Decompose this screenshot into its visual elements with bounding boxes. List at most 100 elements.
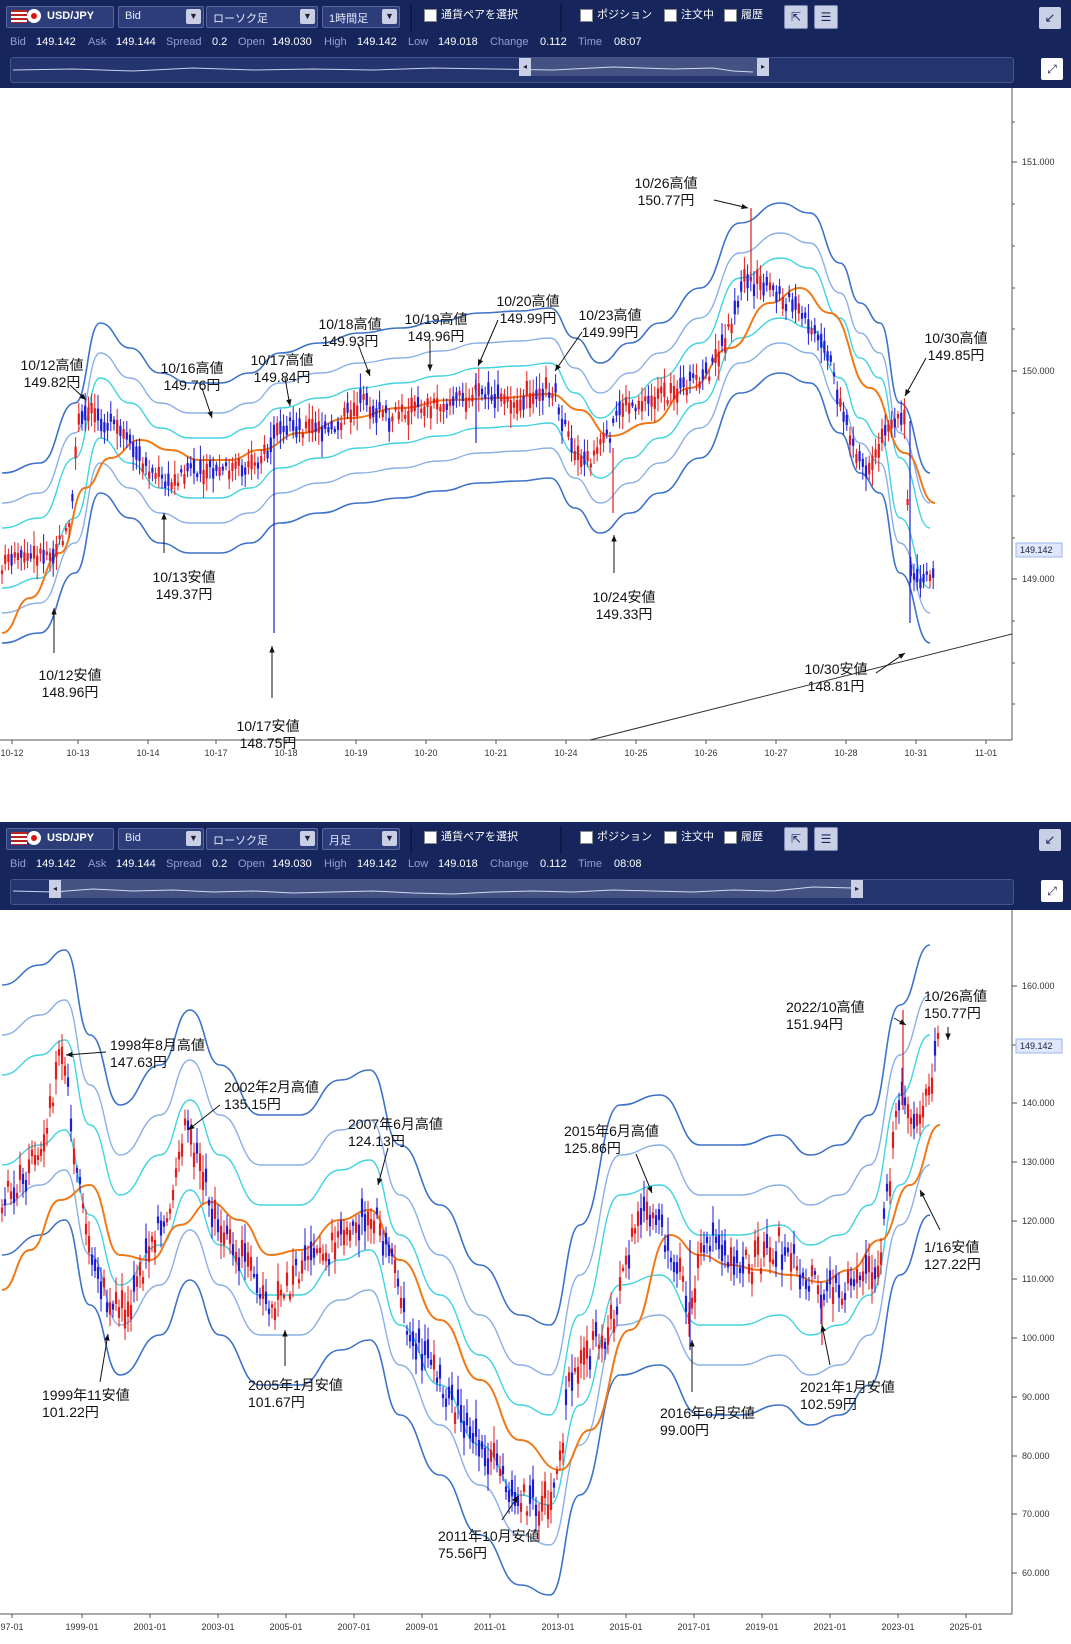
history-checkbox[interactable]	[724, 8, 737, 22]
timeframe-select[interactable]: 1時間足 ▼	[322, 6, 400, 28]
candle-body	[210, 1208, 214, 1227]
annotation-title: 10/12高値	[20, 357, 83, 373]
bid-label: Bid	[10, 858, 26, 870]
candle-body	[774, 1251, 778, 1267]
chart-navigator[interactable]: ◂ ▸	[10, 879, 1014, 905]
chart-type-select[interactable]: ローソク足 ▼	[206, 828, 318, 850]
candle-body	[798, 1274, 802, 1290]
ask-label: Ask	[88, 36, 107, 48]
annotation-title: 10/17安値	[236, 718, 299, 734]
chart-navigator[interactable]: ◂ ▸	[10, 57, 1014, 83]
orders-toggle[interactable]: 注文中	[664, 6, 714, 26]
select-pair-checkbox[interactable]	[424, 830, 437, 844]
candle-body	[0, 1207, 4, 1214]
low-label: Low	[408, 36, 429, 48]
candle-body	[573, 1367, 577, 1372]
candle-body	[400, 404, 404, 412]
navigator-right-handle[interactable]: ▸	[851, 880, 863, 898]
candle-body	[893, 418, 896, 428]
candle-body	[256, 462, 260, 469]
candle-body	[260, 456, 263, 464]
candle-body	[768, 282, 772, 291]
annotation-arrow	[554, 331, 583, 372]
high-value: 149.142	[357, 858, 397, 870]
candle-body	[621, 402, 624, 417]
candle-body	[39, 548, 42, 554]
position-checkbox[interactable]	[580, 8, 593, 22]
price-type-select[interactable]: Bid ▼	[118, 6, 204, 28]
orders-checkbox[interactable]	[664, 830, 677, 844]
candle-body	[162, 1221, 166, 1227]
position-checkbox[interactable]	[580, 830, 593, 844]
candle-body	[15, 1192, 19, 1199]
position-toggle[interactable]: ポジション	[580, 6, 652, 26]
expand-icon[interactable]: ⤢	[1041, 58, 1063, 80]
candle-body	[228, 470, 231, 480]
candle-body	[215, 464, 218, 472]
chart-tool-icon[interactable]: ⇱	[784, 5, 808, 29]
candle-body	[375, 408, 378, 423]
candle-body	[804, 312, 807, 319]
candle-body	[561, 1442, 565, 1454]
currency-pair-selector[interactable]: USD/JPY	[6, 6, 114, 28]
annotation-arrowhead	[898, 653, 905, 659]
candle-body	[685, 389, 688, 396]
chart-tool-icon[interactable]: ⇱	[784, 827, 808, 851]
history-toggle[interactable]: 履歴	[724, 6, 763, 26]
candle-body	[669, 1257, 673, 1263]
candle-body	[351, 1221, 355, 1226]
price-stats: Bid 149.142 Ask 149.144 Spread 0.2 Open …	[0, 34, 1071, 52]
candle-body	[102, 1277, 106, 1288]
candle-body	[819, 1294, 823, 1309]
orders-checkbox[interactable]	[664, 8, 677, 22]
chart-settings-icon[interactable]: ☰	[814, 827, 838, 851]
candle-body	[535, 389, 538, 400]
candle-body	[240, 465, 244, 477]
candle-body	[509, 400, 512, 414]
candle-body	[324, 1252, 328, 1262]
navigator-window[interactable]	[519, 58, 769, 76]
navigator-right-handle[interactable]: ▸	[757, 58, 769, 76]
candle-body	[877, 443, 880, 458]
chart-type-select[interactable]: ローソク足 ▼	[206, 6, 318, 28]
collapse-arrow-icon[interactable]: ↙	[1039, 829, 1061, 851]
candle-body	[927, 1086, 931, 1096]
candle-body	[27, 1159, 31, 1174]
ask-value: 149.144	[116, 36, 156, 48]
expand-icon[interactable]: ⤢	[1041, 880, 1063, 902]
annotation-title: 10/30高値	[924, 330, 987, 346]
candle-body	[221, 466, 224, 471]
select-pair-toggle[interactable]: 通貨ペアを選択	[424, 6, 518, 26]
navigator-window[interactable]	[49, 880, 853, 898]
position-toggle[interactable]: ポジション	[580, 828, 652, 848]
candle-body	[564, 419, 567, 425]
history-toggle[interactable]: 履歴	[724, 828, 763, 848]
monthly-candlestick-chart[interactable]: 160.000150.000140.000130.000120.000110.0…	[0, 910, 1071, 1644]
candle-body	[592, 450, 596, 456]
timeframe-select[interactable]: 月足 ▼	[322, 828, 400, 850]
annotation-title: 2005年1月安値	[248, 1377, 343, 1393]
candle-body	[480, 1441, 484, 1450]
price-type-select[interactable]: Bid ▼	[118, 828, 204, 850]
candle-body	[544, 377, 548, 389]
currency-pair-selector[interactable]: USD/JPY	[6, 828, 114, 850]
hourly-candlestick-chart[interactable]: 151.000 150.000 149.000 10-12 10-13 10-14 10-1…	[0, 88, 1071, 822]
navigator-left-handle[interactable]: ◂	[49, 880, 61, 898]
candle-body	[216, 1219, 220, 1233]
navigator-left-handle[interactable]: ◂	[519, 58, 531, 76]
collapse-arrow-icon[interactable]: ↙	[1039, 7, 1061, 29]
chart-settings-icon[interactable]: ☰	[814, 5, 838, 29]
orders-toggle[interactable]: 注文中	[664, 828, 714, 848]
select-pair-checkbox[interactable]	[424, 8, 437, 22]
candle-body	[741, 1256, 745, 1274]
annotation-arrow	[904, 357, 927, 397]
candle-body	[39, 1149, 43, 1156]
candle-body	[282, 1295, 286, 1299]
select-pair-toggle[interactable]: 通貨ペアを選択	[424, 828, 518, 848]
candle-body	[874, 449, 877, 458]
history-checkbox[interactable]	[724, 830, 737, 844]
candle-body	[74, 446, 77, 459]
candle-body	[282, 425, 285, 432]
